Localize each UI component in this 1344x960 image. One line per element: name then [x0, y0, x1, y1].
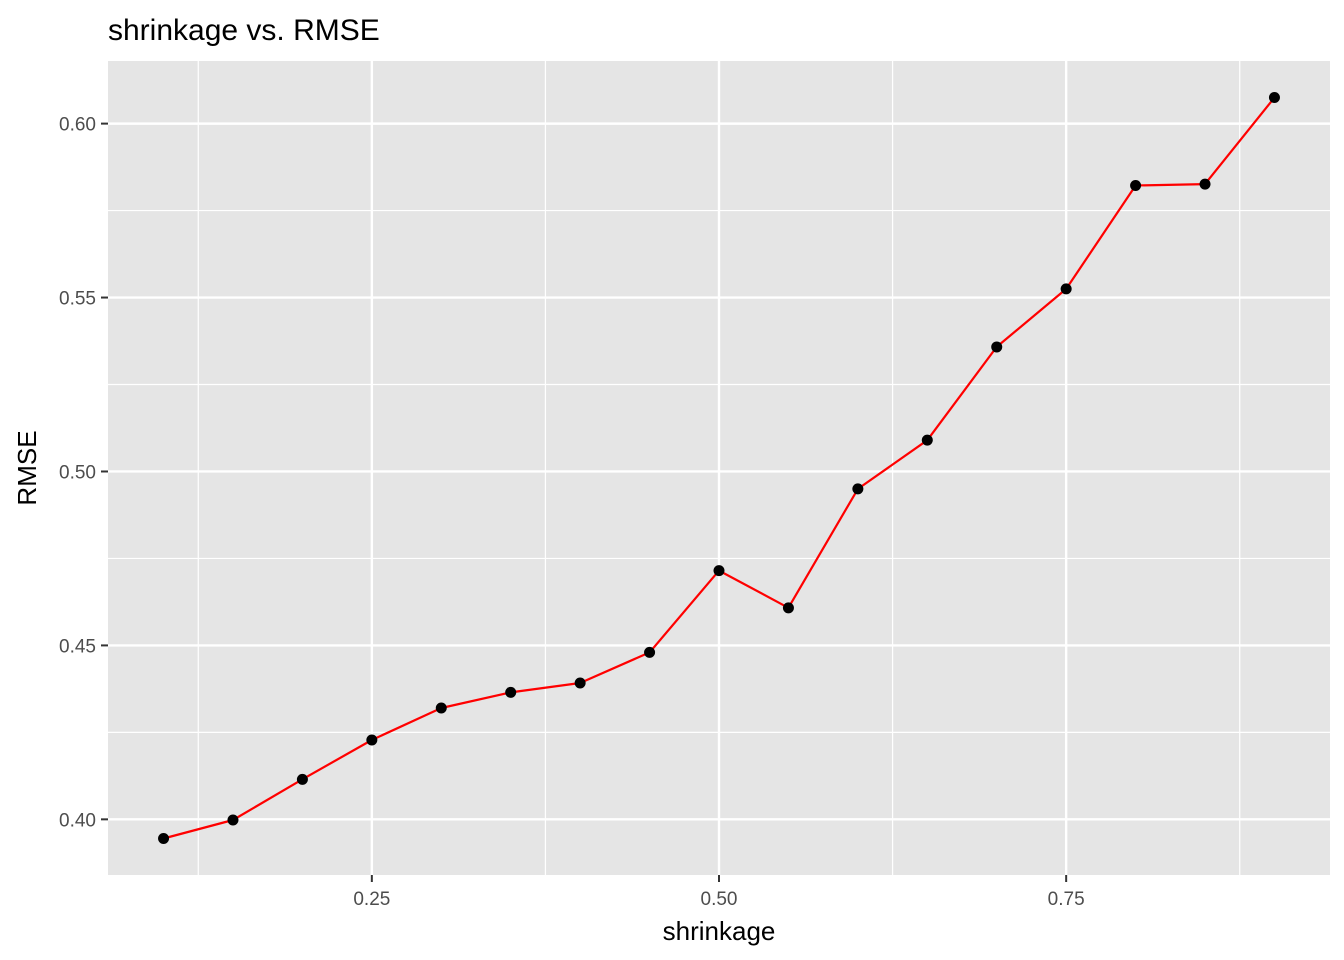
axis-ticks	[101, 122, 1068, 882]
data-point	[574, 677, 586, 689]
y-tick-label: 0.50	[59, 462, 96, 483]
data-point	[366, 734, 378, 746]
data-point	[991, 341, 1003, 353]
tick-labels: 0.25 0.50 0.75 0.40 0.45 0.50 0.55 0.60	[59, 115, 1085, 910]
y-tick-label: 0.40	[59, 810, 96, 831]
y-axis-title: RMSE	[12, 430, 42, 505]
data-point	[713, 565, 725, 577]
data-point	[1199, 178, 1211, 190]
data-point	[158, 832, 170, 844]
data-point	[296, 773, 308, 785]
y-tick-label: 0.60	[59, 115, 96, 136]
data-point	[852, 483, 864, 495]
y-tick-label: 0.45	[59, 636, 96, 657]
data-point	[644, 646, 656, 658]
y-tick-label: 0.55	[59, 289, 96, 310]
data-point	[1268, 92, 1280, 104]
data-point	[921, 434, 933, 446]
data-point	[782, 602, 794, 614]
x-tick-label: 0.50	[701, 889, 738, 910]
x-axis-title: shrinkage	[663, 916, 776, 946]
chart-title: shrinkage vs. RMSE	[108, 14, 380, 47]
series-points-group	[158, 92, 1280, 844]
data-point	[1130, 180, 1142, 192]
data-point	[1060, 283, 1072, 295]
data-point	[227, 814, 239, 826]
x-tick-label: 0.25	[353, 889, 390, 910]
data-point	[505, 686, 517, 698]
data-point	[435, 702, 447, 714]
x-tick-label: 0.75	[1048, 889, 1085, 910]
grid-major	[108, 61, 1330, 875]
